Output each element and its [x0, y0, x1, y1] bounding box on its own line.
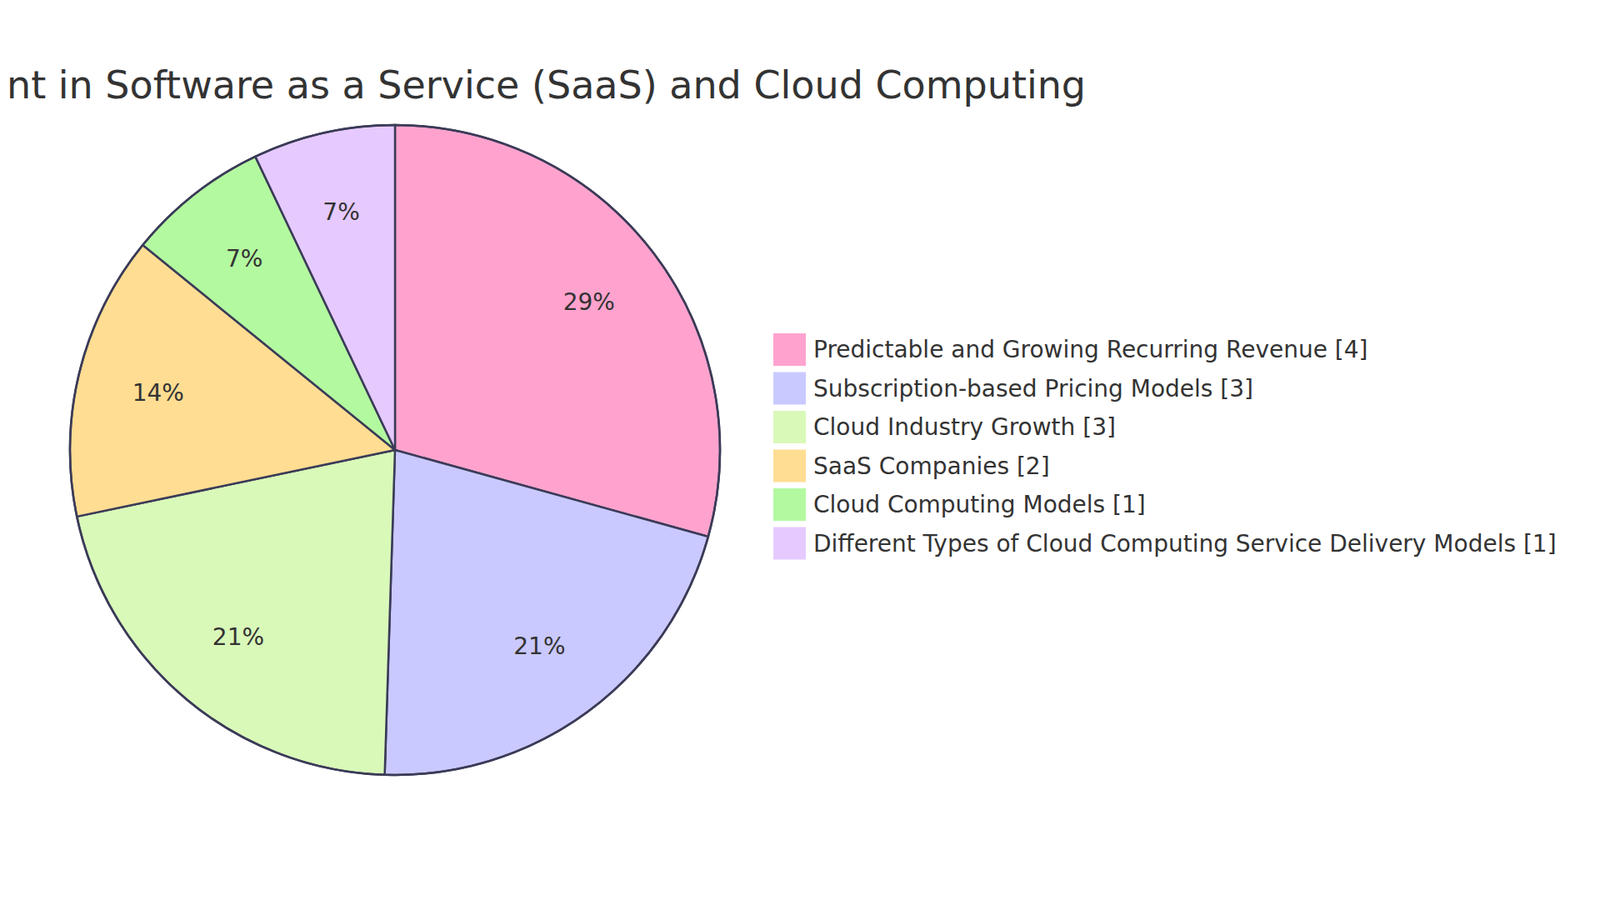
legend-label: SaaS Companies [2]: [813, 452, 1050, 480]
data-label: 7%: [225, 245, 263, 273]
legend-swatch: [773, 527, 806, 560]
legend-label: Cloud Computing Models [1]: [813, 490, 1146, 519]
data-label: 21%: [212, 623, 265, 651]
legend-label: Cloud Industry Growth [3]: [813, 413, 1116, 441]
data-label: 21%: [513, 632, 565, 660]
legend-label: Predictable and Growing Recurring Revenu…: [813, 335, 1368, 364]
legend: Predictable and Growing Recurring Revenu…: [773, 333, 1557, 560]
pie-outline: [70, 125, 720, 775]
legend-swatch: [773, 450, 806, 483]
slices: [70, 125, 720, 775]
data-labels: 29% 21% 21% 14% 7% 7%: [132, 198, 615, 660]
legend-label: Different Types of Cloud Computing Servi…: [813, 530, 1557, 558]
legend-swatch: [773, 488, 806, 521]
data-label: 7%: [322, 198, 360, 226]
slice: [385, 450, 709, 775]
legend-swatch: [773, 372, 806, 405]
data-label: 14%: [132, 379, 185, 407]
legend-label: Subscription-based Pricing Models [3]: [813, 375, 1254, 403]
title: nt in Software as a Service (SaaS) and C…: [6, 62, 1086, 108]
legend-swatch: [773, 333, 806, 366]
slice: [255, 125, 395, 450]
data-label: 29%: [563, 288, 615, 316]
legend-swatch: [773, 410, 806, 444]
chart: nt in Software as a Service (SaaS) and C…: [0, 0, 1600, 900]
